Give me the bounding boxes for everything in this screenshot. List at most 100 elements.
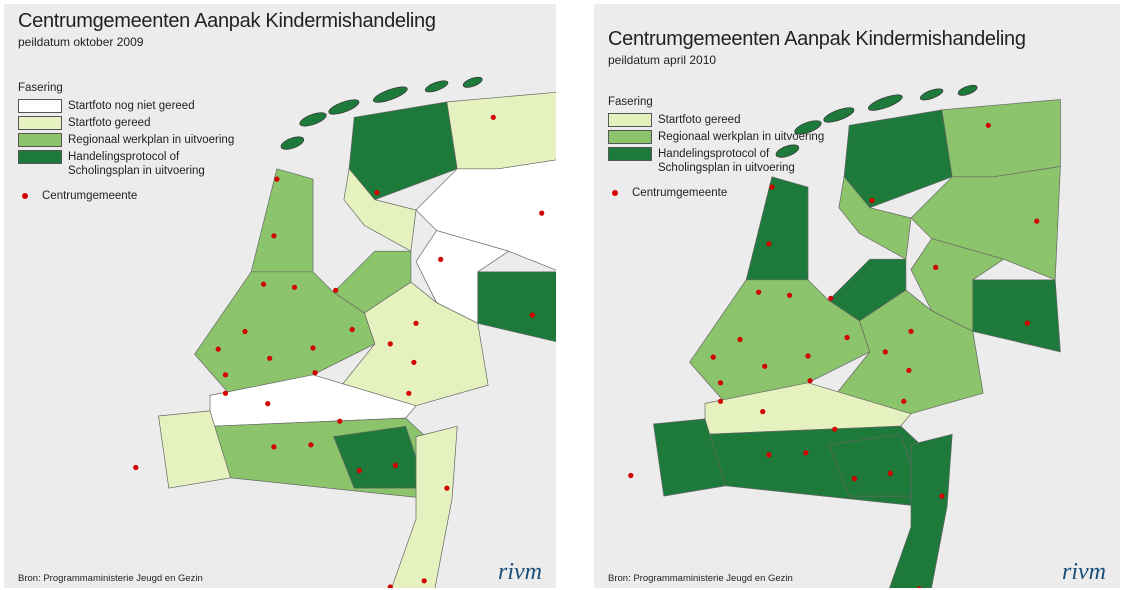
title: Centrumgemeenten Aanpak Kindermishandeli… — [18, 10, 436, 33]
centrumgemeente — [711, 355, 716, 360]
centrumgemeente — [388, 341, 393, 346]
centrumgemeente — [718, 380, 723, 385]
island — [372, 84, 409, 106]
legend-label: Startfoto gereed — [68, 116, 238, 130]
centrumgemeente — [762, 364, 767, 369]
legend-item: Startfoto gereed — [18, 116, 258, 130]
centrumgemeente — [756, 290, 761, 295]
centrumgemeente — [223, 372, 228, 377]
legend-label: Centrumgemeente — [632, 187, 727, 199]
island — [867, 92, 904, 114]
centrumgemeente — [908, 329, 913, 334]
centrumgemeente — [274, 177, 279, 182]
legend-label: Handelingsprotocol of Scholingsplan in u… — [68, 150, 238, 178]
region — [478, 272, 556, 344]
logo: rivm — [498, 559, 542, 586]
centrumgemeente — [271, 444, 276, 449]
centrumgemeente — [242, 329, 247, 334]
subtitle: peildatum oktober 2009 — [18, 35, 143, 49]
island — [462, 75, 484, 89]
logo: rivm — [1062, 559, 1106, 586]
source: Bron: Programmaministerie Jeugd en Gezin — [608, 573, 793, 584]
island — [957, 83, 979, 97]
legend-item: Startfoto gereed — [608, 113, 848, 127]
centrumgemeente — [265, 401, 270, 406]
centrumgemeente — [308, 442, 313, 447]
centrumgemeente — [422, 578, 427, 583]
centrumgemeente — [718, 399, 723, 404]
centrumgemeente — [444, 486, 449, 491]
island — [298, 110, 328, 129]
centrumgemeente — [832, 427, 837, 432]
centrumgemeente — [539, 211, 544, 216]
centrumgemeente — [888, 471, 893, 476]
centrumgemeente — [986, 123, 991, 128]
centrumgemeente — [267, 356, 272, 361]
centrumgemeente — [1025, 321, 1030, 326]
centrumgemeente — [869, 198, 874, 203]
centrumgemeente — [223, 391, 228, 396]
legend-label: Regionaal werkplan in uitvoering — [68, 133, 238, 147]
island — [327, 97, 360, 117]
legend: Fasering Startfoto gereed Regionaal werk… — [608, 96, 848, 199]
centrumgemeente — [388, 584, 393, 588]
centrumgemeente — [413, 321, 418, 326]
centrumgemeente — [530, 313, 535, 318]
subtitle: peildatum april 2010 — [608, 53, 716, 67]
centrumgemeente — [901, 399, 906, 404]
legend-item: Regionaal werkplan in uitvoering — [608, 130, 848, 144]
legend-item: Handelingsprotocol of Scholingsplan in u… — [18, 150, 258, 178]
island — [919, 87, 944, 103]
legend-label: Centrumgemeente — [42, 190, 137, 202]
centrumgemeente — [828, 296, 833, 301]
legend-label: Startfoto nog niet gereed — [68, 99, 238, 113]
centrumgemeente — [438, 257, 443, 262]
page: Centrumgemeenten Aanpak Kindermishandeli… — [0, 0, 1122, 590]
region — [942, 100, 1061, 177]
centrumgemeente — [133, 465, 138, 470]
legend-item: Regionaal werkplan in uitvoering — [18, 133, 258, 147]
centrumgemeente — [357, 468, 362, 473]
map-panel: Centrumgemeenten Aanpak Kindermishandeli… — [594, 4, 1120, 588]
centrumgemeente — [374, 190, 379, 195]
legend-title: Fasering — [608, 96, 848, 108]
centrumgemeente — [1034, 219, 1039, 224]
legend-label: Regionaal werkplan in uitvoering — [658, 130, 828, 144]
centrumgemeente — [491, 115, 496, 120]
centrumgemeente — [271, 233, 276, 238]
legend-marker: Centrumgemeente — [608, 187, 848, 199]
legend: Fasering Startfoto nog niet gereed Start… — [18, 82, 258, 202]
centrumgemeente — [406, 391, 411, 396]
centrumgemeente — [628, 473, 633, 478]
centrumgemeente — [337, 419, 342, 424]
centrumgemeente — [216, 347, 221, 352]
map-panel: Centrumgemeenten Aanpak Kindermishandeli… — [4, 4, 556, 588]
centrumgemeente — [906, 368, 911, 373]
title: Centrumgemeenten Aanpak Kindermishandeli… — [608, 28, 1026, 51]
centrumgemeente — [845, 335, 850, 340]
map — [594, 4, 1120, 588]
centrumgemeente — [333, 288, 338, 293]
centrumgemeente — [766, 241, 771, 246]
centrumgemeente — [393, 463, 398, 468]
centrumgemeente — [310, 345, 315, 350]
centrumgemeente — [883, 349, 888, 354]
legend-label: Handelingsprotocol of Scholingsplan in u… — [658, 147, 828, 175]
legend-label: Startfoto gereed — [658, 113, 828, 127]
centrumgemeente — [292, 285, 297, 290]
source: Bron: Programmaministerie Jeugd en Gezin — [18, 573, 203, 584]
centrumgemeente — [737, 337, 742, 342]
centrumgemeente — [805, 353, 810, 358]
legend-marker: Centrumgemeente — [18, 190, 258, 202]
centrumgemeente — [852, 476, 857, 481]
centrumgemeente — [261, 282, 266, 287]
centrumgemeente — [411, 360, 416, 365]
centrumgemeente — [803, 450, 808, 455]
centrumgemeente — [313, 370, 318, 375]
centrumgemeente — [787, 293, 792, 298]
centrumgemeente — [808, 378, 813, 383]
centrumgemeente — [760, 409, 765, 414]
island — [279, 134, 305, 152]
centrumgemeente — [766, 452, 771, 457]
region — [973, 280, 1061, 352]
